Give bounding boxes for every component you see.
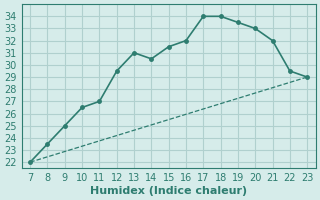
X-axis label: Humidex (Indice chaleur): Humidex (Indice chaleur) bbox=[90, 186, 247, 196]
